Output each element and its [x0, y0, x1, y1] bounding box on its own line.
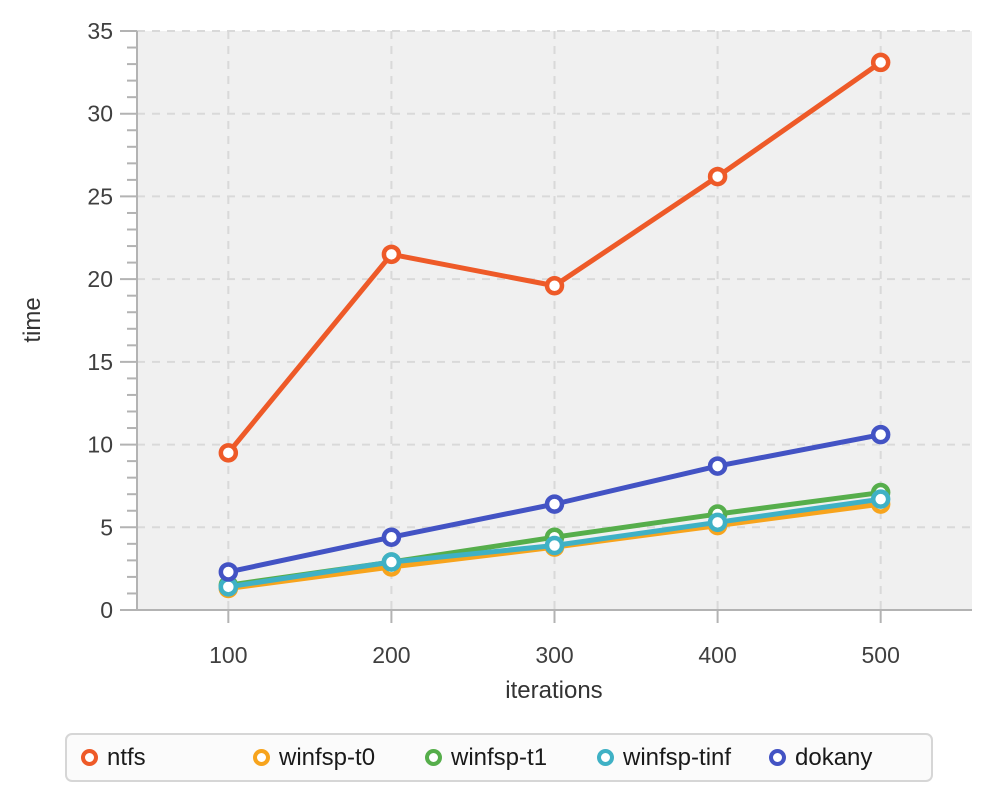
data-point-dokany [544, 494, 565, 514]
axis-ticks [120, 30, 882, 623]
x-tick-label: 500 [861, 642, 899, 668]
data-point-ntfs [870, 52, 891, 73]
legend-item-winfsp-tinf: winfsp-tinf [597, 743, 769, 771]
legend-label: winfsp-t1 [451, 743, 548, 771]
data-point-ntfs [218, 443, 239, 463]
tick-labels: 0 5 10 15 20 25 30 35 100 200 300 400 500 [87, 18, 899, 668]
x-tick-label: 200 [372, 642, 410, 668]
legend-item-ntfs: ntfs [81, 743, 253, 771]
y-axis-title: time [19, 297, 46, 342]
data-point-ntfs [544, 276, 565, 296]
data-point-dokany [870, 424, 891, 445]
legend-item-winfsp-t0: winfsp-t0 [253, 743, 425, 771]
legend-label: dokany [795, 743, 873, 771]
legend-marker-icon [425, 749, 442, 766]
data-point-winfsp-tinf [381, 552, 402, 572]
legend-marker-icon [769, 749, 786, 766]
x-tick-label: 100 [209, 642, 247, 668]
legend: ntfs winfsp-t0 winfsp-t1 winfsp-tinf dokany [65, 733, 933, 782]
legend-label: winfsp-tinf [623, 743, 732, 771]
y-tick-label: 0 [100, 597, 113, 623]
data-point-winfsp-tinf [544, 535, 565, 556]
data-point-ntfs [381, 244, 402, 265]
legend-item-dokany: dokany [769, 743, 873, 771]
data-point-dokany [218, 562, 239, 582]
legend-marker-icon [253, 749, 270, 766]
legend-item-winfsp-t1: winfsp-t1 [425, 743, 597, 771]
y-tick-label: 35 [87, 18, 113, 44]
data-point-winfsp-tinf [707, 512, 728, 533]
line-chart: 0 5 10 15 20 25 30 35 100 200 300 400 500 iterations… [19, 18, 972, 704]
data-point-ntfs [707, 166, 728, 187]
y-tick-label: 15 [87, 349, 113, 375]
data-point-dokany [381, 527, 402, 547]
legend-marker-icon [597, 749, 614, 766]
x-tick-label: 300 [535, 642, 573, 668]
x-tick-label: 400 [698, 642, 736, 668]
data-series [218, 52, 891, 599]
y-tick-label: 10 [87, 432, 113, 458]
legend-label: ntfs [107, 743, 146, 771]
legend-marker-icon [81, 749, 98, 766]
y-tick-label: 30 [87, 101, 113, 127]
x-axis-title: iterations [505, 677, 602, 704]
y-tick-label: 25 [87, 183, 113, 209]
legend-label: winfsp-t0 [279, 743, 376, 771]
data-point-winfsp-tinf [870, 489, 891, 509]
chart-canvas: 0 5 10 15 20 25 30 35 100 200 300 400 500 iterations… [19, 18, 972, 704]
y-tick-label: 5 [100, 514, 113, 540]
data-point-dokany [707, 456, 728, 476]
y-tick-label: 20 [87, 266, 113, 292]
